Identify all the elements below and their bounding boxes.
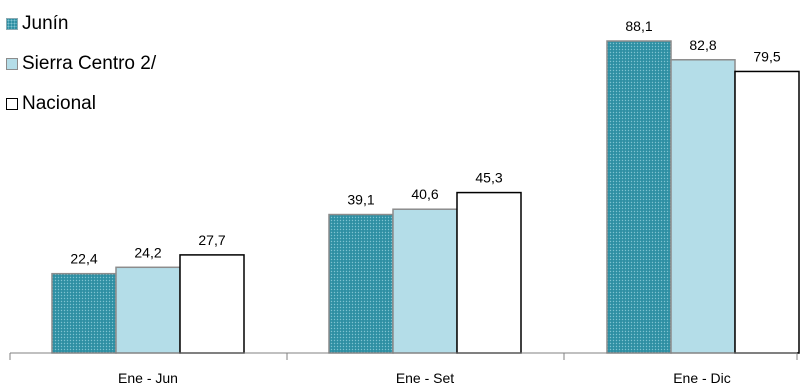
bar-sierra-centro-2-ene-jun — [115, 266, 181, 354]
bar-junin-ene-jun — [51, 272, 117, 354]
legend-item-junin: Junín — [6, 4, 156, 44]
data-label-junin-ene-set: 39,1 — [347, 192, 374, 208]
legend-label-nacional: Nacional — [22, 93, 96, 114]
x-tick-label-ene-set: Ene - Set — [396, 370, 454, 386]
legend-item-nacional: Nacional — [6, 84, 156, 124]
data-label-nacional-ene-dic: 79,5 — [753, 48, 780, 64]
data-label-sierra-centro-2-ene-set: 40,6 — [411, 186, 438, 202]
data-label-junin-ene-dic: 88,1 — [625, 18, 652, 34]
bar-nacional-ene-jun — [179, 254, 245, 354]
bar-junin-ene-dic — [606, 40, 672, 354]
data-label-sierra-centro-2-ene-jun: 24,2 — [134, 244, 161, 260]
legend-swatch-nacional — [6, 98, 18, 110]
legend-swatch-sierra-centro — [6, 58, 18, 70]
data-label-junin-ene-jun: 22,4 — [70, 251, 97, 267]
bar-sierra-centro-2-ene-dic — [670, 59, 736, 354]
bar-junin-ene-set — [328, 213, 394, 354]
x-tick-label-ene-dic: Ene - Dic — [673, 370, 731, 386]
data-label-nacional-ene-set: 45,3 — [475, 170, 502, 186]
legend-item-sierra-centro: Sierra Centro 2/ — [6, 44, 156, 84]
bar-sierra-centro-2-ene-set — [392, 208, 458, 354]
x-tick-label-ene-jun: Ene - Jun — [118, 370, 178, 386]
data-label-sierra-centro-2-ene-dic: 82,8 — [689, 37, 716, 53]
data-label-nacional-ene-jun: 27,7 — [198, 232, 225, 248]
legend-swatch-junin — [6, 18, 18, 30]
chart-legend: Junín Sierra Centro 2/ Nacional — [6, 4, 156, 124]
legend-label-junin: Junín — [22, 13, 69, 34]
bar-nacional-ene-set — [456, 191, 522, 354]
bar-nacional-ene-dic — [734, 70, 800, 354]
legend-label-sierra-centro: Sierra Centro 2/ — [22, 53, 157, 74]
